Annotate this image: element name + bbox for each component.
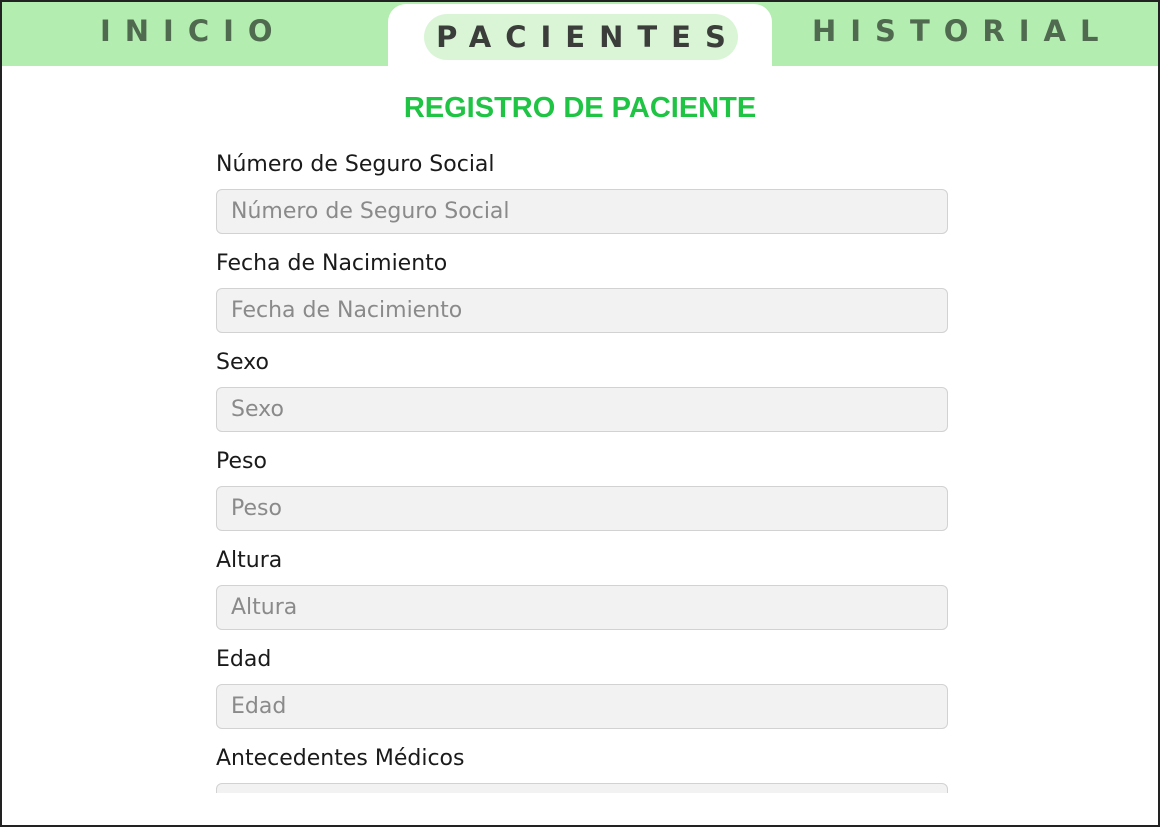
tab-pacientes[interactable]: PACIENTES bbox=[424, 14, 738, 60]
weight-input[interactable] bbox=[216, 486, 948, 531]
social-security-number-input[interactable] bbox=[216, 189, 948, 234]
tab-inicio[interactable]: INICIO bbox=[100, 14, 287, 48]
patient-registration-form: Número de Seguro Social Fecha de Nacimie… bbox=[216, 148, 948, 793]
top-navigation: INICIO PACIENTES HISTORIAL bbox=[2, 2, 1158, 70]
birth-date-label: Fecha de Nacimiento bbox=[216, 251, 448, 276]
medical-history-label: Antecedentes Médicos bbox=[216, 746, 465, 771]
social-security-number-label: Número de Seguro Social bbox=[216, 152, 495, 177]
sex-label: Sexo bbox=[216, 350, 269, 375]
height-input[interactable] bbox=[216, 585, 948, 630]
page-title: REGISTRO DE PACIENTE bbox=[403, 92, 757, 124]
birth-date-input[interactable] bbox=[216, 288, 948, 333]
age-label: Edad bbox=[216, 647, 272, 672]
tab-historial[interactable]: HISTORIAL bbox=[812, 14, 1113, 48]
height-label: Altura bbox=[216, 548, 283, 573]
medical-history-input[interactable] bbox=[216, 783, 948, 793]
age-input[interactable] bbox=[216, 684, 948, 729]
weight-label: Peso bbox=[216, 449, 267, 474]
tab-pacientes-container: PACIENTES bbox=[388, 4, 772, 70]
sex-input[interactable] bbox=[216, 387, 948, 432]
